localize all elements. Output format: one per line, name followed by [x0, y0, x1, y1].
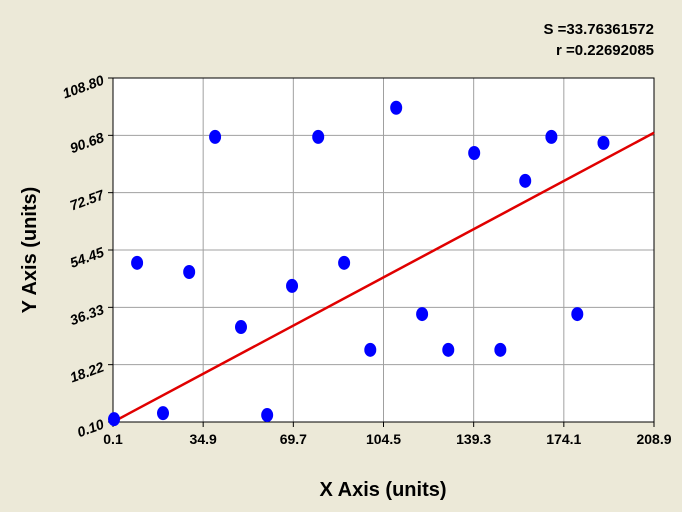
point: [234, 320, 247, 335]
x-tick-label: 208.9: [636, 431, 671, 447]
point: [131, 255, 144, 270]
point: [597, 135, 610, 150]
point: [286, 278, 299, 293]
x-tick-label: 69.7: [280, 431, 307, 447]
point: [209, 129, 222, 144]
x-tick-label: 139.3: [456, 431, 491, 447]
point: [468, 146, 481, 161]
point: [183, 264, 196, 279]
annotation: r =0.22692085: [556, 42, 654, 59]
x-axis-label: X Axis (units): [319, 479, 446, 501]
annotation: S =33.76361572: [543, 21, 654, 38]
point: [416, 307, 429, 322]
point: [338, 255, 351, 270]
point: [157, 406, 170, 421]
point: [108, 412, 121, 427]
x-tick-label: 0.1: [103, 431, 123, 447]
x-tick-label: 104.5: [366, 431, 401, 447]
point: [571, 307, 584, 322]
point: [390, 100, 403, 115]
point: [312, 129, 325, 144]
plot-border: [112, 77, 655, 423]
trend-line: [112, 131, 655, 424]
point: [494, 342, 507, 357]
point: [519, 173, 532, 188]
x-tick-label: 34.9: [190, 431, 217, 447]
y-axis-label: Y Axis (units): [19, 187, 41, 314]
point: [442, 342, 455, 357]
point: [545, 129, 558, 144]
point: [364, 342, 377, 357]
point: [261, 408, 274, 423]
x-tick-label: 174.1: [546, 431, 581, 447]
